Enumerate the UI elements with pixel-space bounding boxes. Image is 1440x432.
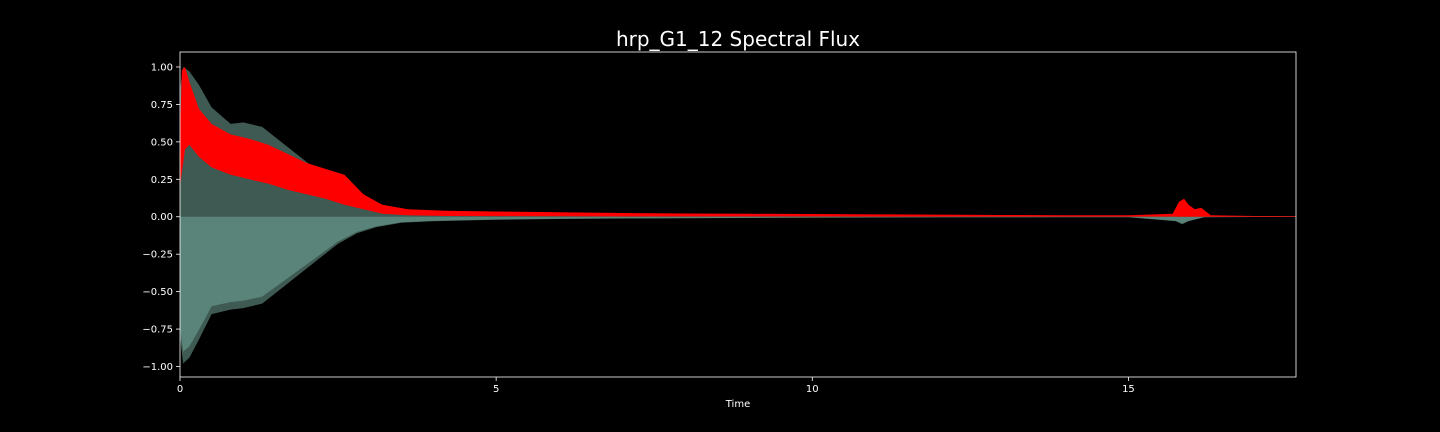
y-tick-label: 0.75 [151, 100, 173, 111]
y-tick-label: 1.00 [151, 62, 173, 73]
waveform-envelope [180, 66, 1296, 364]
y-tick-label: 0.00 [151, 212, 173, 223]
spectral-flux-series [180, 66, 1296, 217]
y-tick-label: 0.50 [151, 137, 173, 148]
axes-frame [179, 51, 1297, 378]
y-tick-label: −0.50 [142, 287, 173, 298]
waveform-inner-band [180, 216, 1296, 352]
y-axis: 1.00 0.75 0.50 0.25 0.00 −0.25 −0.50 −0.75 −1.00 [142, 62, 180, 373]
y-tick-label: −0.75 [142, 325, 173, 336]
x-axis: 0 5 10 15 [177, 377, 1135, 395]
y-tick-label: −0.25 [142, 250, 173, 261]
x-tick-label: 0 [177, 384, 183, 395]
x-tick-label: 15 [1122, 384, 1135, 395]
x-tick-label: 10 [806, 384, 819, 395]
plot-area [180, 66, 1296, 364]
y-tick-label: −1.00 [142, 362, 173, 373]
y-tick-label: 0.25 [151, 175, 173, 186]
x-axis-label: Time [725, 399, 750, 410]
chart-title: hrp_G1_12 Spectral Flux [616, 27, 860, 51]
x-tick-label: 5 [493, 384, 499, 395]
